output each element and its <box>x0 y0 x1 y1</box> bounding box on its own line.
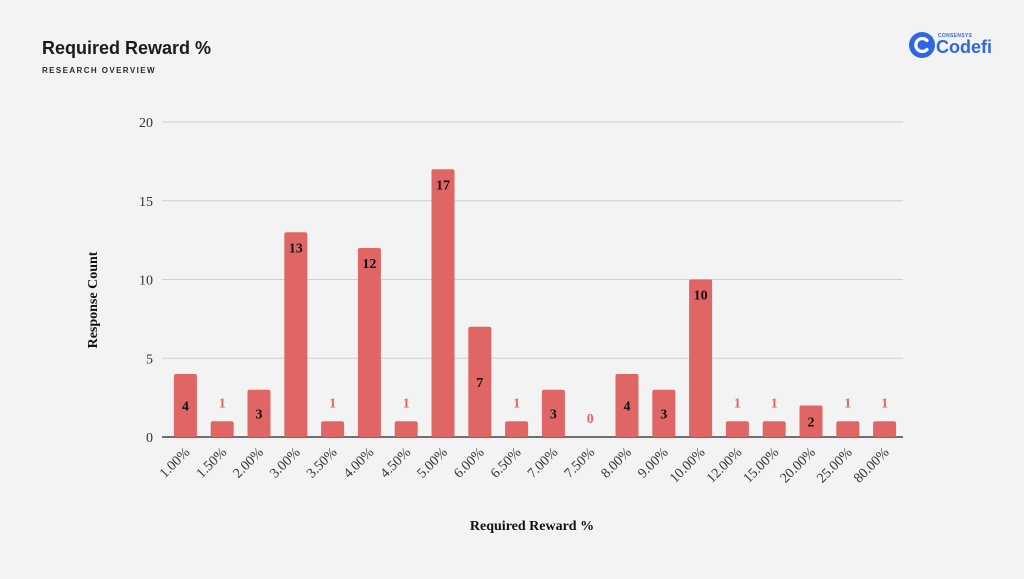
data-label: 3 <box>256 407 263 422</box>
y-tick-label: 20 <box>139 116 153 131</box>
bar <box>873 421 897 437</box>
bar <box>210 421 234 437</box>
y-axis-title: Response Count <box>86 251 101 348</box>
bar <box>799 405 823 437</box>
bar <box>284 232 308 437</box>
x-tick-label: 6.00% <box>451 445 487 481</box>
bar <box>505 421 529 437</box>
x-tick-label: 4.50% <box>378 445 414 481</box>
data-label: 3 <box>550 407 557 422</box>
x-tick-label: 3.50% <box>304 445 340 481</box>
x-tick-label: 2.00% <box>231 445 267 481</box>
x-tick-label: 10.00% <box>667 445 708 486</box>
bar <box>615 374 639 437</box>
bars <box>173 169 897 437</box>
brand-logo: CONSENSYS Codefi <box>908 31 992 59</box>
x-tick-label: 4.00% <box>341 445 377 481</box>
x-axis-title: Required Reward % <box>470 519 594 534</box>
x-tick-label: 80.00% <box>851 445 892 486</box>
x-tick-label: 7.50% <box>562 445 598 481</box>
data-label: 0 <box>587 412 594 427</box>
bar <box>541 389 565 437</box>
page-subtitle: RESEARCH OVERVIEW <box>42 66 156 75</box>
data-label: 1 <box>734 396 741 411</box>
data-label: 17 <box>436 178 450 193</box>
data-label: 1 <box>771 396 778 411</box>
x-tick-label: 3.00% <box>267 445 303 481</box>
logo-text: Codefi <box>936 37 992 57</box>
data-label: 12 <box>362 257 376 272</box>
bar <box>247 389 271 437</box>
bar <box>394 421 418 437</box>
data-label: 1 <box>513 396 520 411</box>
bar <box>652 389 676 437</box>
data-label: 13 <box>289 241 303 256</box>
logo-subtext: CONSENSYS <box>938 33 973 39</box>
data-label: 3 <box>660 407 667 422</box>
y-tick-label: 15 <box>139 195 153 210</box>
data-label: 1 <box>329 396 336 411</box>
y-tick-label: 10 <box>139 274 153 289</box>
data-label: 4 <box>624 400 631 415</box>
x-tick-label: 8.00% <box>599 445 635 481</box>
x-tick-label: 7.00% <box>525 445 561 481</box>
x-tick-label: 20.00% <box>778 445 819 486</box>
data-label: 10 <box>694 289 708 304</box>
bar <box>836 421 860 437</box>
bar <box>357 248 381 437</box>
x-tick-label: 1.00% <box>157 445 193 481</box>
data-label: 1 <box>219 396 226 411</box>
data-label: 1 <box>881 396 888 411</box>
x-tick-label: 6.50% <box>488 445 524 481</box>
x-tick-labels: 1.00% 1.50% 2.00% 3.00% 3.50% 4.00% 4.50% 5.00%… <box>157 445 893 486</box>
y-tick-label: 5 <box>146 352 153 367</box>
bar <box>762 421 786 437</box>
bar <box>321 421 345 437</box>
codefi-logo-icon <box>909 32 935 58</box>
y-tick-label: 0 <box>146 431 153 446</box>
x-tick-label: 5.00% <box>415 445 451 481</box>
x-tick-label: 1.50% <box>194 445 230 481</box>
bar <box>725 421 749 437</box>
x-tick-label: 25.00% <box>814 445 855 486</box>
data-label: 1 <box>844 396 851 411</box>
x-tick-label: 15.00% <box>741 445 782 486</box>
data-label: 1 <box>403 396 410 411</box>
page-title: Required Reward % <box>42 38 212 58</box>
bar <box>431 169 455 437</box>
y-tick-labels: 0 5 10 15 20 <box>139 116 153 446</box>
x-tick-label: 12.00% <box>704 445 745 486</box>
data-label: 4 <box>182 400 189 415</box>
bar <box>689 279 713 437</box>
data-label: 2 <box>808 415 815 430</box>
grid-lines <box>162 121 903 438</box>
bar <box>468 326 492 437</box>
bar <box>173 374 197 437</box>
data-label: 7 <box>476 376 483 391</box>
